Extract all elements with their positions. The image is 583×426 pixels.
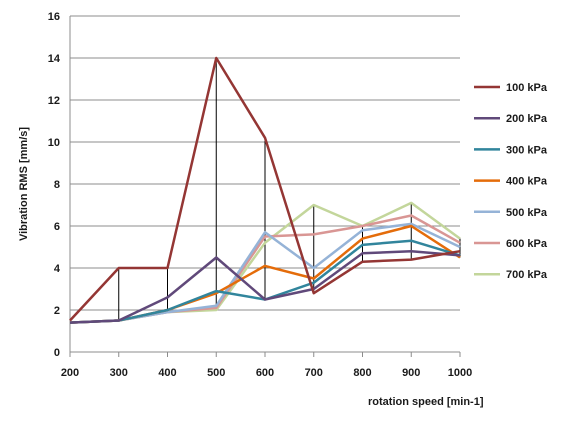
x-tick-label: 800 bbox=[353, 367, 371, 379]
legend: 100 kPa 200 kPa 300 kPa 400 kPa 500 kPa 600 k… bbox=[474, 82, 548, 281]
x-tick-label: 300 bbox=[110, 367, 128, 379]
y-tick-label: 6 bbox=[54, 221, 60, 233]
y-tick-label: 8 bbox=[54, 179, 60, 191]
x-tick-label: 700 bbox=[305, 367, 323, 379]
legend-label: 500 kPa bbox=[506, 207, 548, 219]
series-line bbox=[69, 249, 461, 324]
series-line bbox=[69, 56, 461, 322]
legend-label: 600 kPa bbox=[506, 238, 548, 250]
y-tick-label: 2 bbox=[54, 305, 60, 317]
x-tick-label: 500 bbox=[207, 367, 225, 379]
x-tick-label: 200 bbox=[61, 367, 79, 379]
drop-lines bbox=[69, 58, 461, 323]
x-tick-label: 600 bbox=[256, 367, 274, 379]
x-tick-label: 900 bbox=[402, 367, 420, 379]
x-tick-label: 1000 bbox=[448, 367, 472, 379]
legend-label: 100 kPa bbox=[506, 82, 548, 94]
y-axis-label: Vibration RMS [mm/s] bbox=[18, 127, 30, 241]
y-tick-label: 14 bbox=[48, 53, 61, 65]
y-tick-label: 16 bbox=[48, 11, 60, 23]
y-tick-labels: 0 2 4 6 8 10 12 14 16 bbox=[48, 11, 61, 359]
legend-label: 400 kPa bbox=[506, 176, 548, 188]
x-tick-labels: 200 300 400 500 600 700 800 900 1000 bbox=[61, 367, 472, 379]
axes bbox=[69, 16, 461, 357]
y-tick-label: 12 bbox=[48, 95, 60, 107]
y-tick-label: 4 bbox=[54, 263, 61, 275]
y-tick-label: 0 bbox=[54, 347, 60, 359]
x-tick-label: 400 bbox=[158, 367, 176, 379]
series-lines bbox=[69, 56, 461, 324]
legend-label: 300 kPa bbox=[506, 144, 548, 156]
legend-label: 700 kPa bbox=[506, 269, 548, 281]
legend-label: 200 kPa bbox=[506, 113, 548, 125]
x-axis-label: rotation speed [min-1] bbox=[368, 396, 484, 408]
y-tick-label: 10 bbox=[48, 137, 60, 149]
